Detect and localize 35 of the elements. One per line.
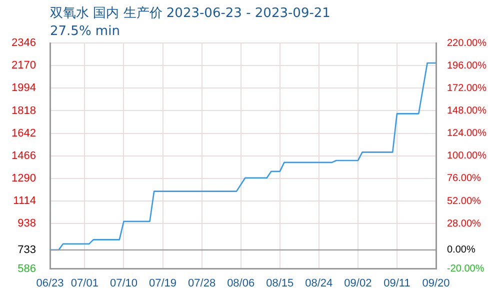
y-tick-label: 1994 xyxy=(12,82,36,94)
y-tick-label: 1818 xyxy=(12,104,36,117)
y2-tick-label: 0.00% xyxy=(447,244,476,256)
x-tick-label: 07/01 xyxy=(70,277,98,290)
x-tick-label: 08/24 xyxy=(305,277,333,290)
y2-tick-label: 172.00% xyxy=(447,82,487,94)
y-tick-label: 586 xyxy=(18,262,36,275)
x-tick-label: 07/28 xyxy=(188,277,216,290)
y2-tick-label: 220.00% xyxy=(447,38,487,49)
y2-tick-label: -20.00% xyxy=(447,264,484,275)
x-tick-label: 09/11 xyxy=(384,277,410,290)
y2-tick-label: 76.00% xyxy=(447,173,482,184)
x-tick-label: 08/15 xyxy=(266,277,294,290)
x-tick-label: 06/23 xyxy=(36,277,64,290)
chart-subtitle: 27.5% min xyxy=(50,24,120,39)
y-tick-label: 2346 xyxy=(12,37,36,50)
y-tick-label: 733 xyxy=(18,244,36,256)
y-tick-label: 1466 xyxy=(12,150,36,162)
y-tick-label: 1290 xyxy=(12,172,36,185)
y2-tick-label: 28.00% xyxy=(447,218,482,230)
y2-tick-label: 124.00% xyxy=(447,128,487,140)
x-tick-label: 09/20 xyxy=(422,277,450,290)
y-tick-label: 2170 xyxy=(12,60,36,72)
chart-title: 双氧水 国内 生产价 2023-06-23 - 2023-09-21 xyxy=(50,5,330,22)
y2-tick-label: 52.00% xyxy=(447,196,482,207)
x-tick-label: 07/19 xyxy=(149,277,177,290)
y-tick-label: 1114 xyxy=(13,195,36,208)
y2-tick-label: 100.00% xyxy=(447,150,487,162)
y2-tick-label: 196.00% xyxy=(447,60,487,72)
y-tick-label: 1642 xyxy=(12,127,36,140)
y2-tick-label: 148.00% xyxy=(447,105,487,116)
y-tick-label: 938 xyxy=(18,218,36,230)
x-tick-label: 07/10 xyxy=(110,277,138,290)
x-tick-label: 08/06 xyxy=(227,277,255,290)
x-tick-label: 09/02 xyxy=(344,277,372,290)
